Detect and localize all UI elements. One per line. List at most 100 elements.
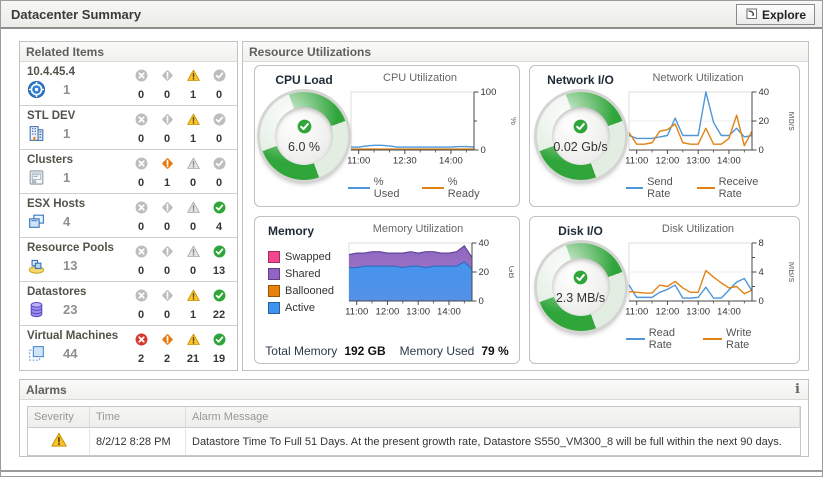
network-io-title: Network I/O [547, 73, 614, 87]
status-fatal: 0 [128, 245, 154, 277]
resource-utilizations-panel: Resource Utilizations CPU Load 6.0 % CPU… [242, 41, 809, 371]
svg-text:11:00: 11:00 [626, 307, 648, 318]
related-item-row-stl-dev[interactable]: STL DEV 1 0 0 1 0 [20, 106, 237, 150]
critical-status-icon [161, 245, 174, 263]
related-item-row-esx-hosts[interactable]: ESX Hosts 4 0 0 0 4 [20, 194, 237, 238]
network-io-gauge[interactable]: 0.02 Gb/s [536, 92, 625, 180]
fatal-count: 2 [137, 353, 145, 365]
item-name: Resource Pools [27, 242, 114, 254]
svg-text:13:00: 13:00 [406, 307, 430, 318]
alarms-title: Alarms [26, 383, 67, 397]
critical-status-icon [161, 289, 174, 307]
legend-label: Swapped [285, 251, 331, 263]
datastore-icon [27, 300, 47, 318]
item-count: 44 [63, 345, 78, 361]
related-item-row-datastores[interactable]: Datastores 23 0 0 1 22 [20, 282, 237, 326]
memory-utilization-chart: 0 20 40 GB 11:00 12:00 13:00 14:00 [346, 238, 514, 318]
normal-status-icon [213, 333, 226, 351]
normal-status-icon [213, 69, 226, 87]
svg-text:11:00: 11:00 [626, 156, 648, 167]
info-icon[interactable]: i [795, 382, 800, 397]
svg-text:11:00: 11:00 [348, 156, 370, 167]
memory-quadrant: Memory Swapped Shared Ballooned Active M… [254, 216, 520, 364]
cpu-utilization-chart: 0 100% 11:00 12:30 14:00 [348, 87, 516, 167]
alarm-severity-cell [28, 428, 90, 455]
svg-text:40: 40 [479, 238, 490, 249]
svg-text:13:00: 13:00 [686, 156, 710, 167]
status-summary: 0 1 0 0 [128, 154, 232, 191]
normal-count: 19 [212, 353, 226, 365]
window-bottom-edge [1, 470, 822, 472]
memory-utilization-chart-title: Memory Utilization [372, 223, 464, 235]
related-items-list: 10.4.45.4 1 0 0 1 0 STL DEV 1 [20, 62, 237, 370]
item-count: 4 [63, 213, 71, 229]
status-critical: 2 [154, 333, 180, 365]
status-warning: 0 [180, 201, 206, 233]
network-utilization-chart: 0 20 40 Mb/s 11:00 12:00 13:00 14:00 [626, 87, 794, 167]
status-normal: 22 [206, 289, 232, 321]
legend-color-swatch [268, 268, 280, 280]
svg-text:Mb/s: Mb/s [787, 111, 794, 131]
item-info: ESX Hosts 4 [27, 198, 127, 235]
cpu-load-gauge[interactable]: 6.0 % [260, 92, 348, 180]
item-info: Virtual Machines 44 [27, 330, 127, 368]
legend-item: Write Rate [703, 327, 770, 351]
svg-text:20: 20 [479, 267, 490, 278]
item-name: Datastores [27, 286, 87, 298]
network-chart-legend: Send Rate Receive Rate [626, 176, 770, 200]
fatal-count: 0 [137, 308, 145, 321]
memory-legend: Swapped Shared Ballooned Active [268, 251, 334, 314]
host-icon [27, 212, 47, 230]
total-memory-label: Total Memory [265, 344, 338, 358]
related-items-header: Related Items [20, 42, 237, 62]
status-critical: 0 [154, 69, 180, 101]
legend-label: Receive Rate [718, 176, 759, 200]
status-warning: 0 [180, 245, 206, 277]
legend-label: Read Rate [648, 327, 675, 351]
svg-text:14:00: 14:00 [717, 156, 741, 167]
related-item-row-virtual-machines[interactable]: Virtual Machines 44 2 2 21 19 [20, 326, 237, 370]
svg-text:4: 4 [759, 267, 764, 278]
status-summary: 0 0 1 0 [128, 110, 232, 147]
related-item-row-clusters[interactable]: Clusters 1 0 1 0 0 [20, 150, 237, 194]
status-fatal: 0 [128, 201, 154, 233]
disk-utilization-chart: 0 4 8 MB/s 11:00 12:00 13:00 14:00 [626, 238, 794, 318]
cluster-icon [27, 168, 47, 186]
legend-line-swatch [626, 338, 645, 340]
disk-io-gauge[interactable]: 2.3 MB/s [536, 243, 625, 331]
warning-status-icon [186, 113, 200, 131]
normal-status-icon [297, 119, 312, 139]
warning-status-icon [186, 289, 200, 307]
svg-text:14:00: 14:00 [439, 156, 463, 167]
legend-item: Send Rate [626, 176, 687, 200]
status-fatal: 0 [128, 157, 154, 189]
explore-button[interactable]: Explore [735, 4, 815, 25]
alarms-header: Alarms i [20, 380, 808, 400]
memory-footer: Total Memory 192 GB Memory Used 79 % [265, 344, 509, 358]
related-item-row-10-4-45-4[interactable]: 10.4.45.4 1 0 0 1 0 [20, 62, 237, 106]
cpu-load-quadrant: CPU Load 6.0 % CPU Utilization 0 100% 11:0… [254, 65, 520, 207]
memory-title: Memory [268, 224, 315, 238]
svg-text:0: 0 [481, 145, 486, 156]
warning-status-icon [186, 333, 200, 351]
legend-color-swatch [268, 285, 280, 297]
legend-line-swatch [421, 187, 444, 189]
related-item-row-resource-pools[interactable]: Resource Pools 13 0 0 0 13 [20, 238, 237, 282]
normal-count: 13 [212, 264, 226, 277]
warning-count: 1 [189, 308, 197, 321]
disk-chart-legend: Read Rate Write Rate [626, 327, 770, 351]
item-name: Clusters [27, 154, 74, 166]
normal-status-icon [573, 270, 588, 290]
legend-label: % Used [373, 176, 400, 200]
status-critical: 0 [154, 201, 180, 233]
legend-line-swatch [703, 338, 723, 340]
legend-label: % Ready [447, 176, 480, 200]
critical-status-icon [161, 69, 174, 87]
svg-text:100: 100 [481, 87, 497, 98]
status-critical: 0 [154, 113, 180, 145]
status-fatal: 0 [128, 113, 154, 145]
title-bar: Datacenter Summary Explore [1, 1, 822, 29]
svg-text:20: 20 [759, 116, 770, 127]
disk-io-title: Disk I/O [558, 224, 603, 238]
